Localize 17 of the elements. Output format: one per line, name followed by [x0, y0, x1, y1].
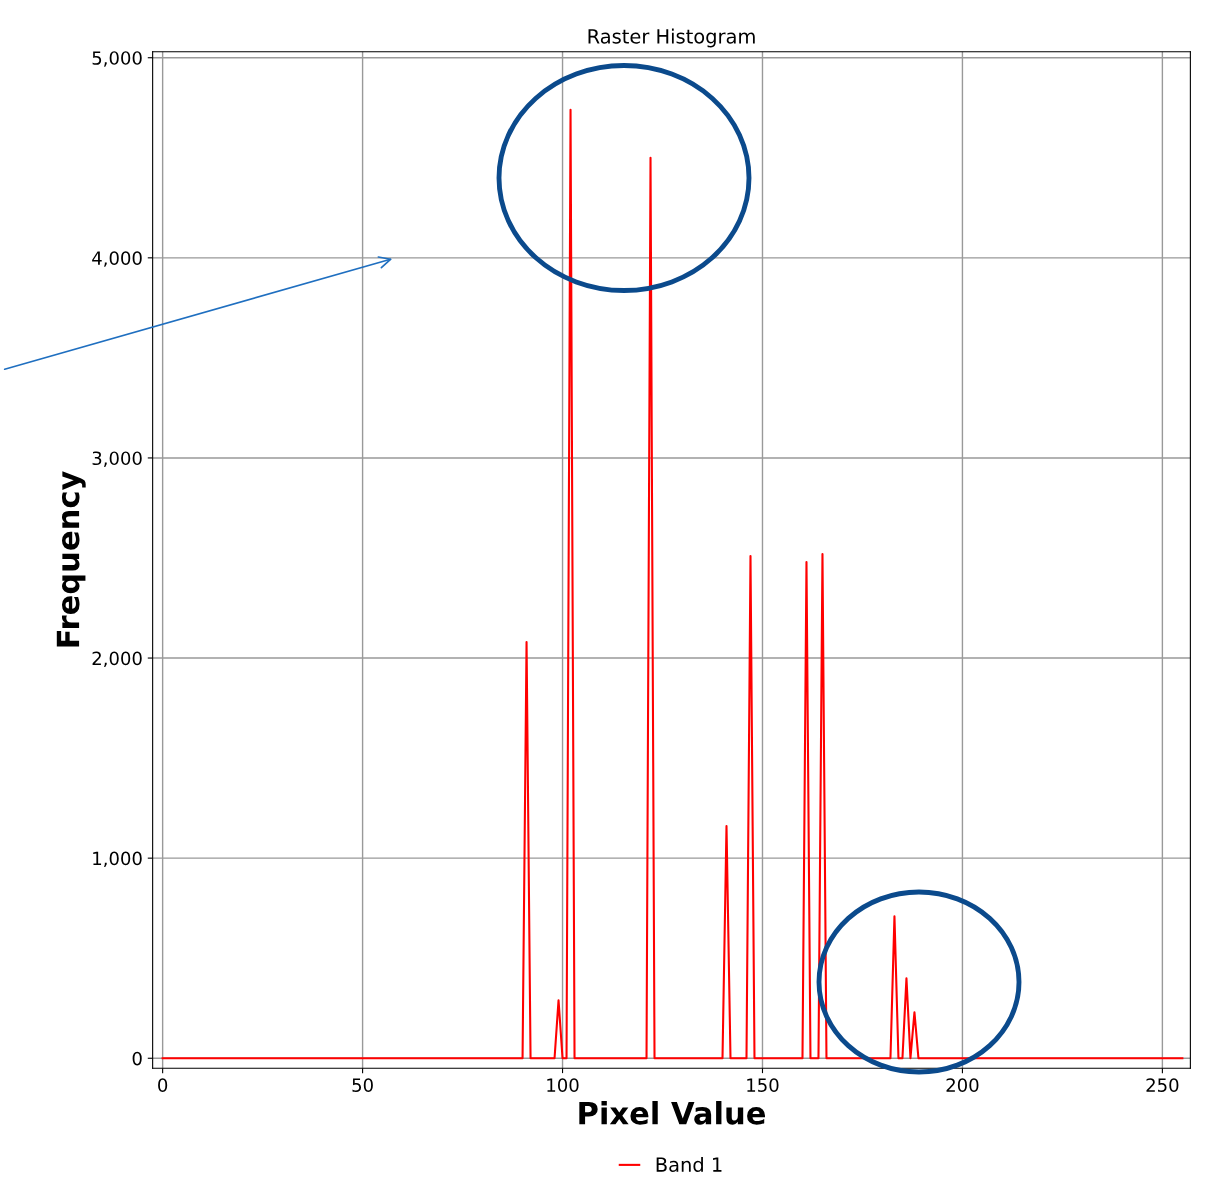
x-tick-label: 250 [1146, 1078, 1179, 1092]
y-tick-label: 2,000 [92, 651, 142, 668]
x-tick-label: 100 [547, 1078, 579, 1092]
y-tick-label: 0 [132, 1051, 142, 1066]
x-tick-label: 200 [946, 1078, 979, 1092]
x-tick-label: 150 [747, 1078, 779, 1092]
y-tick-label: 1,000 [93, 851, 142, 868]
y-tick-label: 3,000 [92, 451, 142, 467]
x-axis-title: Pixel Value [579, 1101, 765, 1125]
y-tick-label: 5,000 [92, 51, 142, 67]
y-tick-label: 4,000 [92, 251, 142, 267]
x-tick-label: 50 [352, 1078, 373, 1092]
line-series [161, 108, 1184, 1060]
legend-label: Band 1 [656, 1156, 722, 1172]
x-tick-label: 0 [158, 1078, 168, 1092]
chart-title: Raster Histogram [588, 28, 755, 48]
y-axis-title: Frequency [56, 471, 86, 647]
